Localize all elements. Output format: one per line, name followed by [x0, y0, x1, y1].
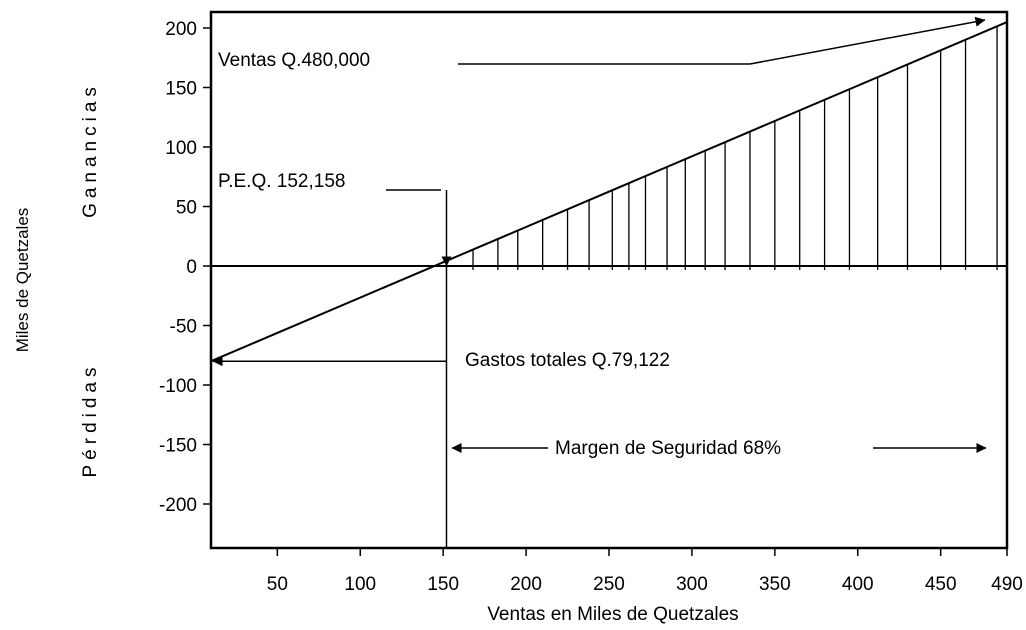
y-tick-label: -150 — [159, 436, 197, 457]
x-tick-label: 200 — [510, 574, 542, 595]
margen-annotation-label: Margen de Seguridad 68% — [555, 438, 781, 459]
x-axis-title: Ventas en Miles de Quetzales — [487, 604, 738, 625]
y-axis-title: Miles de Quetzales — [13, 208, 32, 353]
x-tick-label: 300 — [676, 574, 708, 595]
y-tick-label: 100 — [165, 138, 197, 159]
x-tick-label: 400 — [842, 574, 874, 595]
y-tick-label: -200 — [159, 495, 197, 516]
profit-hatch — [472, 26, 998, 270]
y-tick-label: -100 — [159, 376, 197, 397]
y-tick-label: -50 — [170, 317, 197, 338]
perdidas-side-label: Pérdidas — [80, 363, 101, 478]
y-tick-label: 150 — [165, 79, 197, 100]
gastos-annotation-label: Gastos totales Q.79,122 — [465, 350, 670, 371]
peq-annotation-label: P.E.Q. 152,158 — [218, 171, 345, 192]
x-tick-label: 100 — [344, 574, 376, 595]
axis-ticks: 200 150 100 50 0 -50 -100 -150 -200 50 100 150 200 25… — [159, 19, 1023, 595]
x-tick-label: 350 — [759, 574, 791, 595]
ventas-annotation-label: Ventas Q.480,000 — [218, 50, 370, 71]
x-tick-label: 250 — [593, 574, 625, 595]
y-tick-label: 0 — [186, 257, 197, 278]
y-tick-label: 200 — [165, 19, 197, 40]
plot-area-frame — [209, 10, 1009, 550]
y-tick-label: 50 — [176, 198, 197, 219]
profit-line — [210, 21, 1008, 363]
x-tick-label: 150 — [427, 574, 459, 595]
x-tick-label: 490 — [991, 574, 1023, 595]
ganancias-side-label: Ganancias — [80, 82, 101, 218]
x-tick-label: 450 — [925, 574, 957, 595]
x-tick-label: 50 — [267, 574, 288, 595]
ventas-arrow — [749, 16, 986, 65]
